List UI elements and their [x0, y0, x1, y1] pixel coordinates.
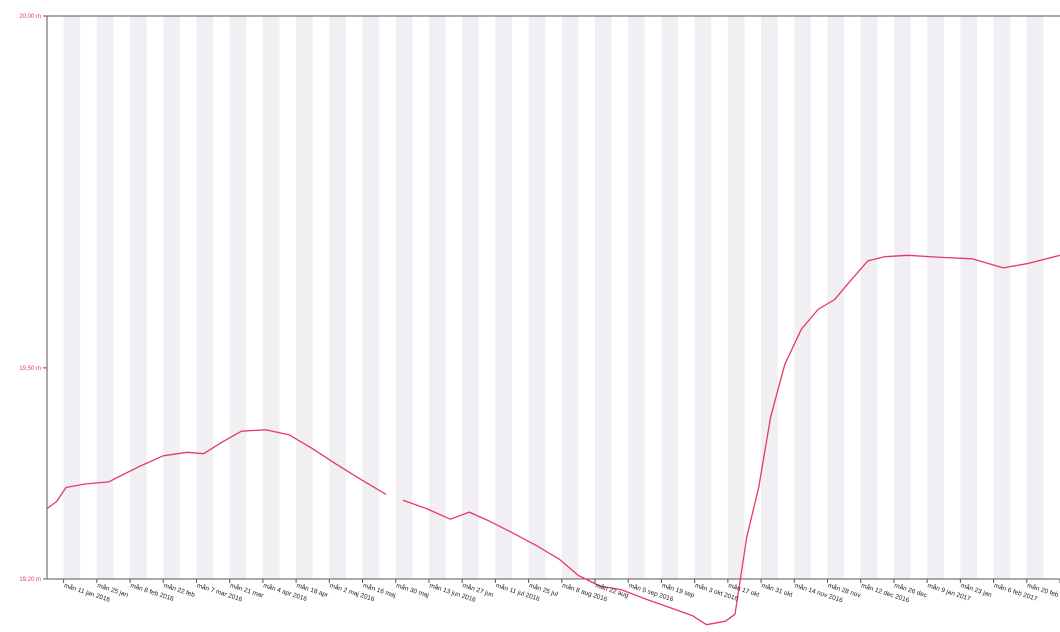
week-stripe [561, 16, 579, 579]
week-stripe [794, 16, 811, 579]
week-stripes [63, 16, 1044, 579]
y-tick-label: 20,00 m [19, 14, 41, 20]
week-stripe [993, 16, 1011, 579]
series-line [402, 254, 1060, 626]
week-stripe [96, 16, 114, 579]
week-stripe [628, 16, 645, 579]
week-stripe [927, 16, 944, 579]
week-stripe [893, 16, 911, 579]
week-stripe [130, 16, 147, 579]
week-stripe [362, 16, 380, 579]
y-tick-labels: 20,00 m 19,50 m 19,20 m [19, 14, 41, 583]
week-stripe [462, 16, 479, 579]
week-stripe [595, 16, 612, 579]
x-tick-label: mån 31 okt [760, 581, 793, 599]
week-stripe [528, 16, 546, 579]
week-stripe [63, 16, 81, 579]
week-stripe [1026, 16, 1044, 579]
x-tick-label: mån 30 maj [395, 581, 430, 599]
week-stripe [229, 16, 247, 579]
series-line [46, 429, 387, 510]
week-stripe [296, 16, 313, 579]
y-tick-label: 19,20 m [19, 577, 41, 583]
week-stripe [727, 16, 745, 579]
series-lines [46, 254, 1060, 626]
week-stripe [395, 16, 413, 579]
week-stripe [860, 16, 878, 579]
week-stripe [428, 16, 446, 579]
week-stripe [495, 16, 512, 579]
week-stripe [329, 16, 346, 579]
week-stripe [262, 16, 280, 579]
week-stripe [163, 16, 180, 579]
y-tick-label: 19,50 m [19, 366, 41, 372]
week-stripe [960, 16, 977, 579]
week-stripe [761, 16, 778, 579]
week-stripe [661, 16, 679, 579]
axes [43, 15, 1060, 583]
week-stripe [196, 16, 214, 579]
week-stripe [694, 16, 712, 579]
